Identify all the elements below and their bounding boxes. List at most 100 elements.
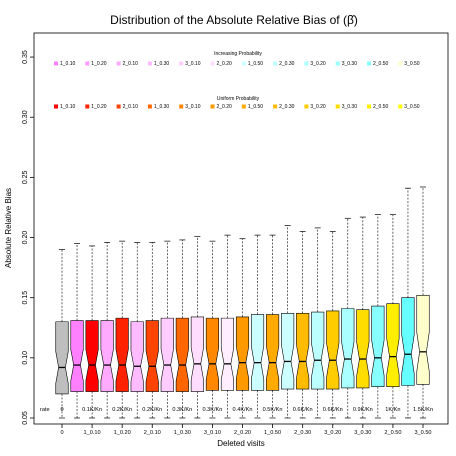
legend-swatch (304, 61, 309, 66)
rate-value: 0.2K/Kn (142, 407, 162, 413)
legend-swatch (304, 104, 309, 109)
legend-swatch (85, 104, 90, 109)
rate-row: rate 0 0.1K/Kn 0.2K/Kn 0.2K/Kn 0.3K/Kn 0.3K/Kn… (40, 407, 433, 413)
legend-item-label: 1_0.20 (91, 61, 107, 67)
box-body (371, 305, 385, 388)
legend-item-label: 3_0.30 (342, 104, 358, 110)
legend-swatch (241, 104, 246, 109)
box-7 (160, 240, 174, 419)
legend-item-label: 1_0.10 (60, 104, 76, 110)
legend-swatch (335, 104, 340, 109)
box-body (401, 297, 415, 386)
chart-title: Distribution of the Absolute Relative Bi… (110, 13, 358, 27)
legend-increasing: Increasing Probability 1_0.10 1_0.20 2_0.10… (54, 51, 420, 67)
legend-swatch (335, 61, 340, 66)
rate-value: 1K/Kn (385, 407, 400, 413)
rate-value: 1.5K/Kn (413, 407, 433, 413)
box-9 (190, 235, 204, 419)
legend-item-label: 1_0.50 (248, 61, 264, 67)
x-tick-label: 3_0.10 (204, 430, 221, 436)
legend-item-label: 2_0.10 (123, 61, 139, 67)
box-6 (145, 241, 159, 419)
box-19 (341, 217, 355, 419)
legend-item-label: 3_0.20 (310, 61, 326, 67)
x-tick-label: 1_0.20 (114, 430, 131, 436)
box-body (160, 317, 174, 392)
legend-item-label: 3_0.50 (404, 61, 420, 67)
x-axis: 0 1_0.10 1_0.20 2_0.10 1_0.30 3_0.10 2_0.20 1_0… (60, 424, 432, 436)
x-tick-label: 3_0.30 (354, 430, 371, 436)
rate-value: 0.2K/Kn (112, 407, 132, 413)
box-1 (70, 243, 84, 419)
y-axis: 0.05 0.10 0.15 0.20 0.25 0.30 0.35 (22, 50, 34, 425)
legend-item-label: 1_0.10 (60, 61, 76, 67)
legend-swatch (210, 104, 215, 109)
legend-item-label: 3_0.20 (310, 104, 326, 110)
legend-item-label: 2_0.50 (373, 104, 389, 110)
legend-item-label: 1_0.50 (248, 104, 264, 110)
legend-title: Uniform Probability (217, 96, 260, 102)
box-body (296, 313, 310, 390)
box-5 (130, 241, 144, 419)
y-tick-label: 0.20 (22, 231, 29, 245)
box-15 (281, 225, 295, 419)
box-body (235, 316, 250, 391)
box-11 (220, 234, 235, 419)
box-body (250, 314, 265, 391)
legend-item-label: 1_0.20 (91, 104, 107, 110)
legend-swatch (398, 61, 403, 66)
rate-value: 0.6K/Kn (293, 407, 313, 413)
y-tick-label: 0.05 (22, 411, 29, 425)
legend-swatch (241, 61, 246, 66)
legend-swatch (147, 61, 152, 66)
box-series (55, 186, 430, 419)
legend-swatch (54, 104, 58, 109)
legend-swatch (367, 104, 371, 109)
legend-swatch (85, 61, 90, 66)
box-12 (235, 238, 250, 419)
rate-value: 0.9K/Kn (353, 407, 373, 413)
legend-item-label: 3_0.10 (185, 61, 201, 67)
legend-swatch (147, 104, 152, 109)
y-tick-label: 0.10 (22, 351, 29, 365)
x-axis-label: Deleted visits (217, 439, 265, 448)
legend-item-label: 2_0.50 (373, 61, 389, 67)
legend-item-label: 1_0.30 (154, 61, 170, 67)
x-tick-label: 1_0.10 (84, 430, 101, 436)
box-body (326, 310, 340, 390)
plot-frame (33, 32, 449, 425)
rate-value: 0.1K/Kn (82, 407, 102, 413)
legend-item-label: 3_0.50 (404, 104, 420, 110)
y-tick-label: 0.30 (22, 110, 29, 124)
legend-title: Increasing Probability (214, 51, 262, 57)
y-tick-label: 0.35 (22, 50, 29, 64)
box-body (85, 320, 99, 392)
rate-value: 0.6K/Kn (323, 407, 343, 413)
box-0 (55, 249, 69, 419)
x-tick-label: 2_0.10 (144, 430, 161, 436)
x-tick-label: 0 (60, 430, 63, 436)
rate-value: 0.3K/Kn (172, 407, 192, 413)
box-body (205, 317, 219, 391)
x-tick-label: 3_0.50 (414, 430, 431, 436)
y-axis-label: Absolute Relative Bias (4, 188, 13, 268)
box-17 (311, 227, 325, 419)
x-tick-label: 3_0.20 (324, 430, 341, 436)
rate-value: 0.5K/Kn (263, 407, 283, 413)
box-body (311, 311, 325, 390)
legend-swatch (273, 104, 278, 109)
box-3 (100, 241, 114, 419)
box-body (416, 294, 430, 385)
legend-item-label: 2_0.10 (123, 104, 139, 110)
rate-value: 0.3K/Kn (202, 407, 222, 413)
box-body (266, 314, 280, 391)
box-body (145, 320, 159, 392)
box-body (115, 317, 129, 392)
box-body (70, 320, 84, 392)
box-body (175, 317, 189, 392)
box-body (130, 321, 144, 392)
box-body (190, 316, 204, 392)
legend-swatch (54, 61, 58, 66)
y-tick-label: 0.15 (22, 291, 29, 305)
